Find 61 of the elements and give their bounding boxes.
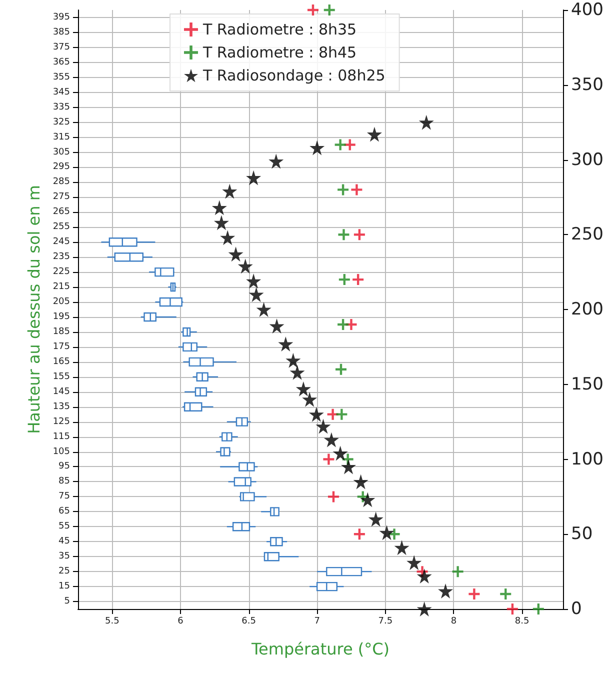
y2-tick-label: 100: [571, 449, 604, 470]
y-tick-label: 325: [52, 117, 70, 128]
x-tick-label: 6: [178, 616, 184, 626]
legend-label: T Radiosondage : 08h25: [202, 66, 386, 84]
y-tick-label: 85: [58, 476, 70, 487]
y2-tick-label: 350: [571, 74, 604, 95]
y-tick-label: 55: [58, 522, 70, 532]
y2-tick-label: 300: [571, 150, 604, 170]
y-tick-label: 145: [52, 386, 70, 397]
y2-tick-label: 50: [571, 524, 593, 544]
y-tick-label: 165: [52, 356, 70, 367]
y-tick-label: 205: [52, 297, 70, 308]
x-tick-label: 7: [314, 616, 320, 626]
y-tick-label: 265: [52, 207, 70, 218]
y-tick-label: 45: [58, 536, 70, 547]
y-tick-label: 375: [52, 42, 70, 52]
x-tick-label: 5.5: [104, 616, 120, 626]
y-tick-label: 105: [52, 446, 70, 457]
y-tick-label: 335: [52, 102, 70, 112]
y2-tick-label: 250: [571, 224, 604, 245]
y2-tick-label: 200: [571, 300, 604, 320]
y-tick-label: 5: [64, 596, 70, 607]
y-tick-label: 255: [52, 222, 70, 232]
x-tick-label: 7.5: [378, 616, 393, 626]
y-tick-label: 315: [52, 132, 70, 142]
y-axis-title: Hauteur au dessus du sol en m: [24, 185, 44, 434]
x-tick-label: 6.5: [242, 616, 256, 626]
y-tick-label: 195: [52, 312, 70, 322]
x-tick-label: 8.5: [514, 616, 530, 626]
y2-tick-label: 400: [571, 0, 604, 20]
y-tick-label: 235: [52, 252, 70, 262]
y-tick-label: 345: [52, 87, 70, 98]
y-tick-label: 305: [52, 147, 70, 158]
x-axis-title: Température (°C): [250, 640, 390, 658]
y-tick-label: 245: [52, 237, 70, 248]
x-tick-label: 8: [450, 616, 457, 626]
y2-tick-label: 150: [571, 374, 604, 394]
y-tick-label: 15: [58, 582, 70, 592]
legend-label: T Radiometre : 8h35: [202, 20, 357, 38]
y-tick-label: 35: [58, 552, 70, 562]
y-tick-label: 385: [52, 27, 70, 38]
y-tick-label: 215: [52, 282, 70, 292]
y-tick-label: 115: [52, 432, 70, 442]
y-tick-label: 175: [52, 342, 70, 352]
y-tick-label: 395: [52, 12, 70, 22]
y-tick-label: 295: [52, 162, 70, 172]
y-tick-label: 135: [52, 402, 70, 412]
y-tick-label: 285: [52, 177, 70, 188]
y-tick-label: 225: [52, 267, 70, 278]
legend-label: T Radiometre : 8h45: [202, 44, 357, 62]
y-tick-label: 25: [58, 566, 70, 577]
y-tick-label: 65: [58, 506, 70, 517]
y-tick-label: 75: [58, 492, 70, 502]
y-tick-label: 355: [52, 72, 70, 82]
y-tick-label: 95: [58, 462, 70, 472]
y2-tick-label: 0: [571, 599, 582, 619]
y-tick-label: 365: [52, 57, 70, 68]
y-tick-label: 185: [52, 326, 70, 337]
y-tick-label: 125: [52, 416, 70, 427]
y-tick-label: 155: [52, 372, 70, 382]
y-tick-label: 275: [52, 192, 70, 202]
